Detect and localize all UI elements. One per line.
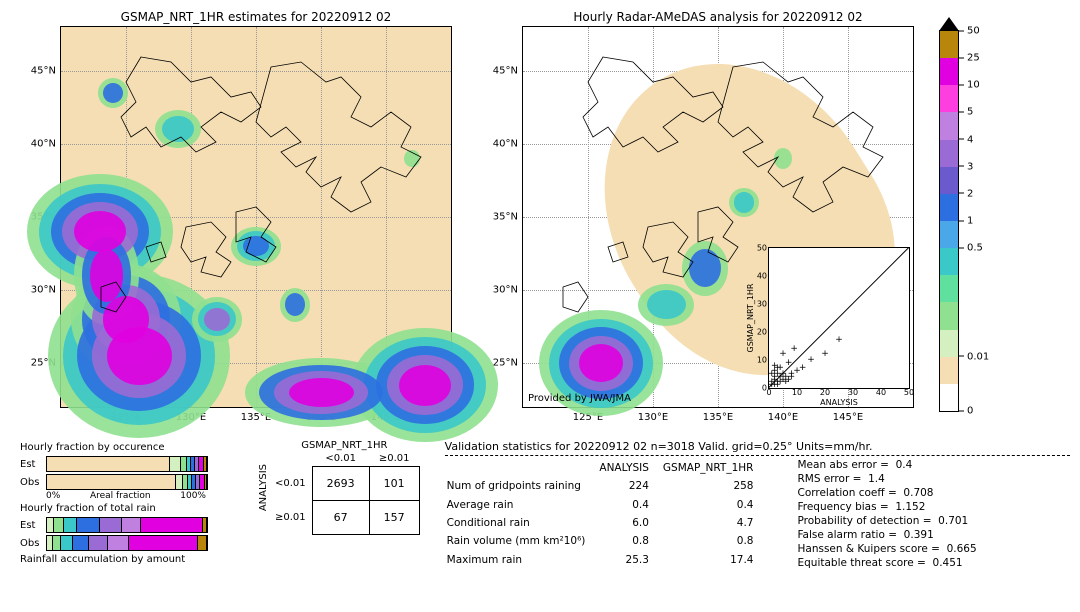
map-left-wrapper: GSMAP_NRT_1HR estimates for 20220912 02 … bbox=[60, 10, 452, 412]
dashed-divider bbox=[445, 455, 1070, 456]
ct-inner: GSMAP_NRT_1HR <0.01≥0.01 <0.012693101 ≥0… bbox=[269, 440, 420, 535]
fracton-title-1: Hourly fraction by occurence bbox=[20, 442, 240, 453]
map-right: 125°E130°E135°E140°E145°E25°N30°N35°N40°… bbox=[522, 26, 914, 408]
bar-occ-obs-row: Obs bbox=[20, 473, 240, 491]
colorbar-wrapper: 502510543210.50.010 bbox=[914, 10, 959, 412]
fraction-title-3: Rainfall accumulation by amount bbox=[20, 554, 240, 565]
bar-tot-obs bbox=[46, 535, 208, 551]
bar-tot-est bbox=[46, 517, 208, 533]
colorbar-over-arrow bbox=[939, 17, 959, 31]
colorbar: 502510543210.50.010 bbox=[939, 30, 959, 412]
validation-table: ANALYSISGSMAP_NRT_1HR Num of gridpoints … bbox=[445, 458, 768, 570]
contingency-panel: ANALYSIS GSMAP_NRT_1HR <0.01≥0.01 <0.012… bbox=[258, 440, 420, 535]
validation-columns: ANALYSISGSMAP_NRT_1HR Num of gridpoints … bbox=[445, 458, 1070, 570]
fraction-axis: 0% Areal fraction 100% bbox=[46, 491, 206, 501]
validation-panel: Validation statistics for 20220912 02 n=… bbox=[445, 440, 1070, 570]
maps-row: GSMAP_NRT_1HR estimates for 20220912 02 … bbox=[10, 10, 1070, 412]
bar-occ-est-row: Est bbox=[20, 455, 240, 473]
bar-tot-obs-row: Obs bbox=[20, 534, 240, 552]
ct-row-header: ANALYSIS bbox=[258, 464, 269, 511]
map-right-wrapper: Hourly Radar-AMeDAS analysis for 2022091… bbox=[522, 10, 914, 412]
fraction-title-2: Hourly fraction of total rain bbox=[20, 503, 240, 514]
bar-occ-est bbox=[46, 456, 208, 472]
bar-tot-est-row: Est bbox=[20, 516, 240, 534]
bar-occ-obs bbox=[46, 474, 208, 490]
bottom-row: Hourly fraction by occurence Est Obs 0% … bbox=[10, 440, 1070, 570]
stats-list: Mean abs error = 0.4RMS error = 1.4Corre… bbox=[797, 458, 976, 570]
map-left: 125°E130°E135°E140°E145°E25°N30°N35°N40°… bbox=[60, 26, 452, 408]
validation-title: Validation statistics for 20220912 02 n=… bbox=[445, 440, 1070, 453]
contingency-table: <0.01≥0.01 <0.012693101 ≥0.0167157 bbox=[269, 451, 420, 535]
ct-col-header: GSMAP_NRT_1HR bbox=[269, 440, 420, 451]
map-left-title: GSMAP_NRT_1HR estimates for 20220912 02 bbox=[60, 10, 452, 24]
map-right-title: Hourly Radar-AMeDAS analysis for 2022091… bbox=[522, 10, 914, 24]
fraction-panel: Hourly fraction by occurence Est Obs 0% … bbox=[20, 440, 240, 567]
